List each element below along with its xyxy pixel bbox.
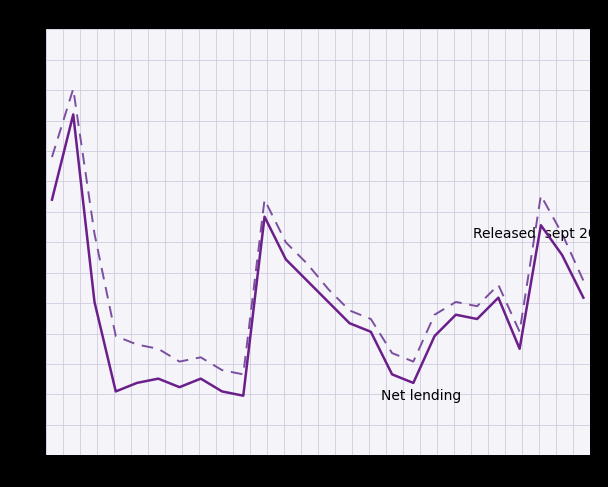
Text: Net lending: Net lending [381, 389, 461, 403]
Text: Released  sept 2015: Released sept 2015 [473, 227, 608, 241]
